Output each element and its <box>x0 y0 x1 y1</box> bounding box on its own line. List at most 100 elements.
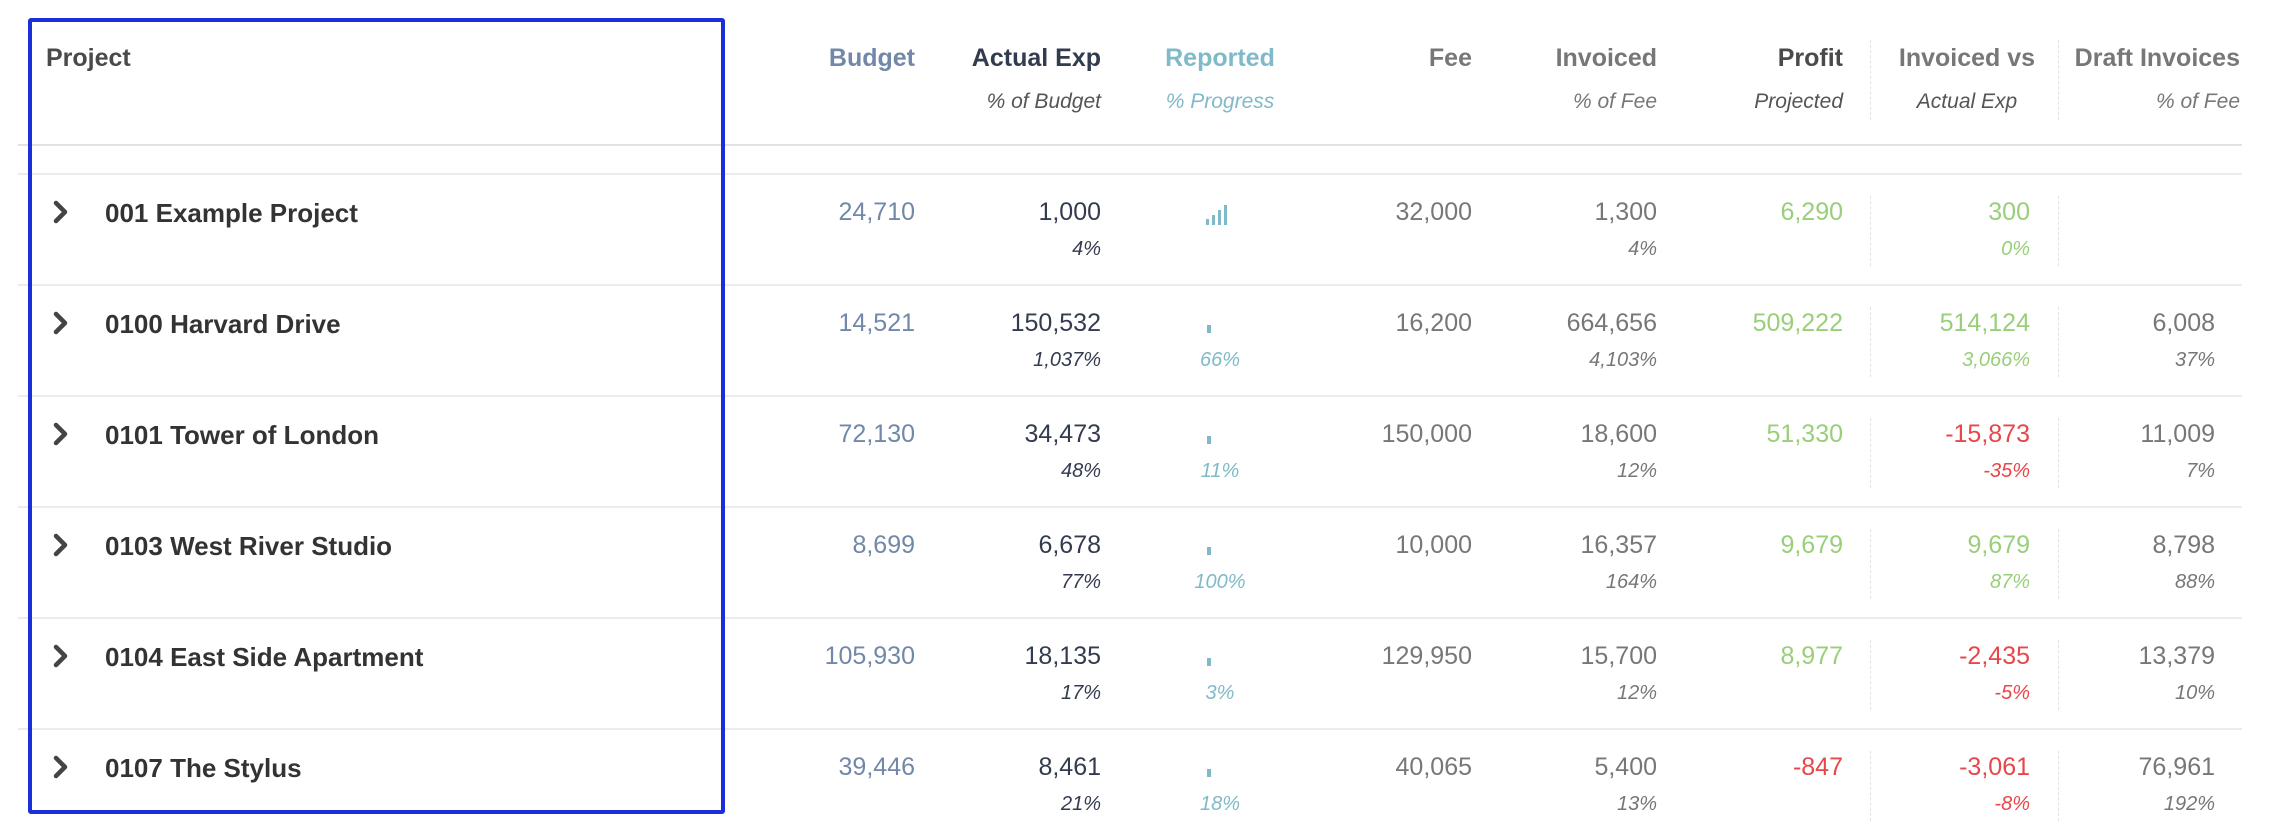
table-row[interactable]: 0103 West River Studio 8,699 6,678 77% 1… <box>0 507 2276 617</box>
col-subheader-reported: % Progress <box>1165 90 1275 113</box>
col-header-invoiced-vs[interactable]: Invoiced vs <box>1898 44 2036 72</box>
col-header-invoiced[interactable]: Invoiced <box>1555 44 1657 72</box>
project-name[interactable]: 0104 East Side Apartment <box>105 642 424 672</box>
table-row[interactable]: 001 Example Project 24,710 1,000 4% 32,0… <box>0 174 2276 284</box>
actual-exp-value: 8,461 <box>1038 753 1101 781</box>
col-header-project[interactable]: Project <box>46 44 131 72</box>
reported-percent: 66% <box>1199 349 1241 371</box>
table-row[interactable]: 0107 The Stylus 39,446 8,461 21% 18% 40,… <box>0 729 2276 826</box>
reported-percent: 18% <box>1199 793 1241 815</box>
invoiced-vs-percent: -5% <box>1994 682 2030 704</box>
invoiced-value: 1,300 <box>1594 198 1657 226</box>
focus-highlight-box <box>28 18 725 814</box>
draft-invoices-value: 13,379 <box>2138 642 2215 670</box>
spacer-divider-line <box>18 173 2242 175</box>
draft-invoices-value: 6,008 <box>2152 309 2215 337</box>
invoiced-vs-percent: 0% <box>2001 238 2030 260</box>
progress-tick-icon <box>1207 325 1211 333</box>
column-divider <box>2058 640 2059 710</box>
column-divider <box>1870 751 1871 821</box>
signal-bars-icon <box>1206 205 1227 225</box>
profit-value: 509,222 <box>1752 309 1843 337</box>
progress-tick-icon <box>1207 769 1211 777</box>
project-name[interactable]: 0100 Harvard Drive <box>105 309 341 339</box>
column-divider <box>2058 418 2059 488</box>
invoiced-vs-value: -15,873 <box>1945 420 2030 448</box>
invoiced-percent: 12% <box>1616 460 1657 482</box>
progress-tick-icon <box>1207 436 1211 444</box>
draft-invoices-percent: 37% <box>2174 349 2215 371</box>
draft-invoices-percent: 192% <box>2163 793 2215 815</box>
actual-exp-value: 1,000 <box>1038 198 1101 226</box>
column-divider <box>1870 196 1871 266</box>
draft-invoices-percent: 10% <box>2174 682 2215 704</box>
actual-exp-value: 150,532 <box>1010 309 1101 337</box>
invoiced-percent: 12% <box>1616 682 1657 704</box>
table-row[interactable]: 0100 Harvard Drive 14,521 150,532 1,037%… <box>0 285 2276 395</box>
col-header-fee[interactable]: Fee <box>1428 44 1472 72</box>
col-header-draft-invoices[interactable]: Draft Invoices <box>2074 44 2240 72</box>
draft-invoices-percent: 7% <box>2186 460 2215 482</box>
invoiced-vs-percent: -35% <box>1983 460 2030 482</box>
invoiced-percent: 4% <box>1628 238 1657 260</box>
invoiced-vs-percent: 3,066% <box>1962 349 2030 371</box>
profit-value: 51,330 <box>1766 420 1843 448</box>
column-divider <box>1870 307 1871 377</box>
draft-invoices-value: 76,961 <box>2138 753 2215 781</box>
draft-invoices-value: 11,009 <box>2140 420 2215 448</box>
project-name[interactable]: 0103 West River Studio <box>105 531 393 561</box>
reported-percent: 3% <box>1205 682 1235 704</box>
chevron-right-icon[interactable] <box>48 643 74 669</box>
header-divider <box>2058 40 2059 120</box>
actual-exp-percent: 77% <box>1060 571 1101 593</box>
project-name[interactable]: 001 Example Project <box>105 198 358 228</box>
invoiced-value: 15,700 <box>1580 642 1657 670</box>
column-divider <box>1870 418 1871 488</box>
header-divider-line <box>18 144 2242 146</box>
invoiced-vs-value: 300 <box>1988 198 2030 226</box>
fee-value: 150,000 <box>1381 420 1472 448</box>
reported-percent: 11% <box>1200 460 1240 482</box>
col-subheader-profit: Projected <box>1754 90 1843 113</box>
profit-value: 6,290 <box>1780 198 1843 226</box>
col-header-profit[interactable]: Profit <box>1777 44 1843 72</box>
profit-value: 8,977 <box>1780 642 1843 670</box>
row-divider-line <box>18 284 2242 286</box>
fee-value: 16,200 <box>1395 309 1472 337</box>
chevron-right-icon[interactable] <box>48 532 74 558</box>
chevron-right-icon[interactable] <box>48 421 74 447</box>
col-header-reported[interactable]: Reported <box>1165 44 1275 72</box>
invoiced-percent: 164% <box>1605 571 1657 593</box>
invoiced-vs-value: -3,061 <box>1959 753 2030 781</box>
row-divider-line <box>18 395 2242 397</box>
budget-value: 8,699 <box>852 531 915 559</box>
project-name[interactable]: 0101 Tower of London <box>105 420 379 450</box>
chevron-right-icon[interactable] <box>48 754 74 780</box>
col-header-budget[interactable]: Budget <box>828 44 915 72</box>
chevron-right-icon[interactable] <box>48 199 74 225</box>
column-divider <box>2058 307 2059 377</box>
col-subheader-invoiced: % of Fee <box>1572 90 1657 113</box>
budget-value: 105,930 <box>824 642 915 670</box>
table-row[interactable]: 0104 East Side Apartment 105,930 18,135 … <box>0 618 2276 728</box>
profit-value: 9,679 <box>1780 531 1843 559</box>
profit-value: -847 <box>1792 753 1843 781</box>
invoiced-percent: 13% <box>1616 793 1657 815</box>
table-row[interactable]: 0101 Tower of London 72,130 34,473 48% 1… <box>0 396 2276 506</box>
actual-exp-value: 18,135 <box>1024 642 1101 670</box>
col-subheader-draft-invoices: % of Fee <box>2155 90 2240 113</box>
col-subheader-invoiced-vs: Actual Exp <box>1916 90 2018 113</box>
project-name[interactable]: 0107 The Stylus <box>105 753 302 783</box>
col-subheader-actual-exp: % of Budget <box>986 90 1101 113</box>
invoiced-value: 664,656 <box>1566 309 1657 337</box>
column-divider <box>2058 196 2059 266</box>
invoiced-value: 5,400 <box>1594 753 1657 781</box>
col-header-actual-exp[interactable]: Actual Exp <box>971 44 1101 72</box>
fee-value: 10,000 <box>1395 531 1472 559</box>
column-divider <box>2058 751 2059 821</box>
header-divider <box>1870 40 1871 120</box>
actual-exp-percent: 4% <box>1072 238 1101 260</box>
draft-invoices-percent: 88% <box>2174 571 2215 593</box>
chevron-right-icon[interactable] <box>48 310 74 336</box>
